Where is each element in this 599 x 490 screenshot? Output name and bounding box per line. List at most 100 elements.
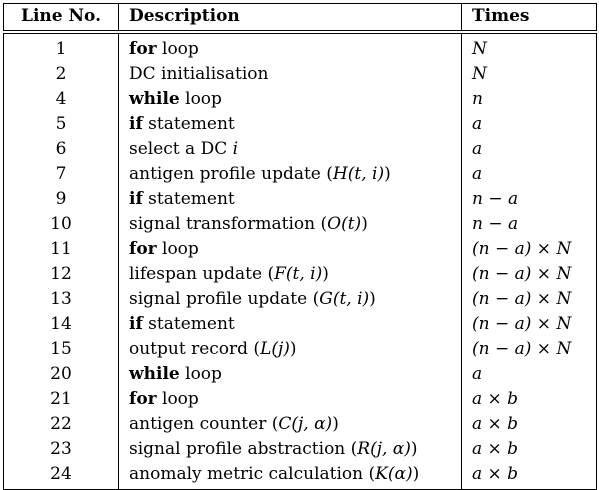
times-cell: a xyxy=(461,162,597,187)
table-row: 7 antigen profile update (H(t, i)) a xyxy=(3,162,597,187)
description-cell: signal profile abstraction (R(j, α)) xyxy=(118,437,462,462)
times-cell: (n − a) × N xyxy=(461,337,597,362)
description-text: antigen counter ( xyxy=(129,414,279,434)
line-number-cell: 24 xyxy=(3,462,119,490)
description-cell: lifespan update (F(t, i)) xyxy=(118,262,462,287)
description-text: antigen profile update ( xyxy=(129,164,333,184)
table-row: 9 if statement n − a xyxy=(3,187,597,212)
description-text: loop xyxy=(179,364,222,384)
table-body: 1 for loop N 2 DC initialisation N 4 while loop… xyxy=(3,32,597,490)
description-text: loop xyxy=(156,39,199,59)
times-cell: a × b xyxy=(461,462,597,490)
description-text: lifespan update ( xyxy=(129,264,275,284)
table-row: 1 for loop N xyxy=(3,32,597,62)
line-number-cell: 1 xyxy=(3,32,119,62)
math-expression: i xyxy=(232,139,239,159)
line-number-cell: 20 xyxy=(3,362,119,387)
description-cell: for loop xyxy=(118,387,462,412)
math-expression: K(α) xyxy=(375,464,413,484)
math-expression: H(t, i) xyxy=(332,164,385,184)
math-expression: L(j) xyxy=(260,339,290,359)
line-number-cell: 7 xyxy=(3,162,119,187)
table-row: 5 if statement a xyxy=(3,112,597,137)
times-cell: n xyxy=(461,87,597,112)
description-text: loop xyxy=(156,389,199,409)
table-row: 22 antigen counter (C(j, α)) a × b xyxy=(3,412,597,437)
math-expression: C(j, α) xyxy=(278,414,333,434)
description-text: select a DC xyxy=(129,139,233,159)
math-expression: F(t, i) xyxy=(274,264,323,284)
times-cell: (n − a) × N xyxy=(461,237,597,262)
description-text: signal profile update ( xyxy=(129,289,320,309)
header-row: Line No. Description Times xyxy=(3,3,597,32)
header-line-no: Line No. xyxy=(3,3,119,32)
table-row: 14 if statement (n − a) × N xyxy=(3,312,597,337)
times-cell: N xyxy=(461,62,597,87)
times-cell: N xyxy=(461,32,597,62)
keyword: if xyxy=(129,314,143,334)
times-cell: n − a xyxy=(461,187,597,212)
description-cell: while loop xyxy=(118,87,462,112)
description-cell: antigen counter (C(j, α)) xyxy=(118,412,462,437)
description-cell: antigen profile update (H(t, i)) xyxy=(118,162,462,187)
line-number-cell: 15 xyxy=(3,337,119,362)
line-number-cell: 13 xyxy=(3,287,119,312)
times-cell: (n − a) × N xyxy=(461,287,597,312)
description-cell: anomaly metric calculation (K(α)) xyxy=(118,462,462,490)
table-row: 4 while loop n xyxy=(3,87,597,112)
times-cell: a xyxy=(461,112,597,137)
times-cell: a × b xyxy=(461,412,597,437)
complexity-table: Line No. Description Times 1 for loop N 2 DC… xyxy=(3,3,597,490)
table-row: 13 signal profile update (G(t, i)) (n − a)… xyxy=(3,287,597,312)
closing-paren: ) xyxy=(410,439,418,459)
keyword: for xyxy=(129,39,157,59)
description-text: anomaly metric calculation ( xyxy=(129,464,376,484)
times-cell: a xyxy=(461,362,597,387)
description-text: signal transformation ( xyxy=(129,214,328,234)
times-cell: a xyxy=(461,137,597,162)
closing-paren: ) xyxy=(332,414,339,434)
keyword: if xyxy=(129,189,143,209)
line-number-cell: 9 xyxy=(3,187,119,212)
line-number-cell: 2 xyxy=(3,62,119,87)
table-row: 24 anomaly metric calculation (K(α)) a × b xyxy=(3,462,597,490)
times-cell: a × b xyxy=(461,387,597,412)
times-cell: a × b xyxy=(461,437,597,462)
closing-paren: ) xyxy=(412,464,420,484)
line-number-cell: 12 xyxy=(3,262,119,287)
description-text: DC initialisation xyxy=(129,64,269,84)
description-cell: select a DC i xyxy=(118,137,462,162)
keyword: if xyxy=(129,114,143,134)
closing-paren: ) xyxy=(322,264,329,284)
line-number-cell: 14 xyxy=(3,312,119,337)
description-text: statement xyxy=(142,114,235,134)
math-expression: O(t) xyxy=(327,214,362,234)
line-number-cell: 23 xyxy=(3,437,119,462)
header-times: Times xyxy=(461,3,597,32)
description-cell: if statement xyxy=(118,312,462,337)
description-text: output record ( xyxy=(129,339,261,359)
description-cell: for loop xyxy=(118,237,462,262)
complexity-table-container: Line No. Description Times 1 for loop N 2 DC… xyxy=(3,3,597,490)
closing-paren: ) xyxy=(289,339,297,359)
keyword: for xyxy=(129,239,157,259)
line-number-cell: 22 xyxy=(3,412,119,437)
times-cell: (n − a) × N xyxy=(461,312,597,337)
closing-paren: ) xyxy=(384,164,391,184)
table-row: 20 while loop a xyxy=(3,362,597,387)
keyword: while xyxy=(129,89,180,109)
description-cell: output record (L(j)) xyxy=(118,337,462,362)
line-number-cell: 21 xyxy=(3,387,119,412)
description-text: loop xyxy=(179,89,222,109)
description-text: signal profile abstraction ( xyxy=(129,439,358,459)
line-number-cell: 6 xyxy=(3,137,119,162)
table-row: 12 lifespan update (F(t, i)) (n − a) × N xyxy=(3,262,597,287)
line-number-cell: 11 xyxy=(3,237,119,262)
description-text: statement xyxy=(142,314,235,334)
description-cell: signal transformation (O(t)) xyxy=(118,212,462,237)
description-cell: while loop xyxy=(118,362,462,387)
description-text: loop xyxy=(156,239,199,259)
line-number-cell: 4 xyxy=(3,87,119,112)
closing-paren: ) xyxy=(369,289,376,309)
